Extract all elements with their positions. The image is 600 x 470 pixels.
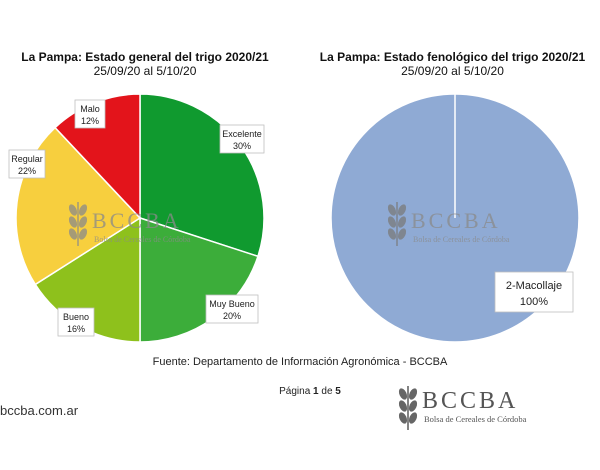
data-label-excelente: Excelente 30%	[219, 124, 265, 154]
data-label-category: Muy Bueno	[209, 299, 255, 309]
footer-logo-text: BCCBA	[422, 388, 518, 414]
estado-general-pie: BCCBA Bolsa de Cereales de Córdoba Excel…	[8, 93, 265, 343]
estado-fenologico-pie: BCCBA Bolsa de Cereales de Córdoba 2-Mac…	[330, 93, 580, 343]
chart-title: La Pampa: Estado fenológico del trigo 20…	[319, 50, 586, 64]
estado-fenologico-chart: La Pampa: Estado fenológico del trigo 20…	[305, 50, 600, 78]
data-label-category: Excelente	[222, 129, 262, 139]
chart-title: La Pampa: Estado general del trigo 2020/…	[21, 50, 269, 64]
source-note: Fuente: Departamento de Información Agro…	[152, 356, 448, 368]
data-label-value: 30%	[233, 141, 251, 151]
wheat-icon	[387, 202, 407, 246]
site-url: bccba.com.ar	[0, 403, 79, 418]
wheat-icon	[68, 202, 88, 246]
page-current: 1	[313, 386, 319, 397]
page-prefix: Página	[279, 386, 314, 397]
watermark-logo-subtext: Bolsa de Cereales de Córdoba	[413, 235, 510, 244]
data-label-category: Bueno	[63, 312, 89, 322]
data-label-2-macollaje: 2-Macollaje 100%	[494, 271, 574, 313]
footer-logo-subtext: Bolsa de Cereales de Córdoba	[424, 414, 527, 424]
chart-watermark: BCCBA Bolsa de Cereales de Córdoba	[387, 202, 510, 246]
footer-logo: BCCBA Bolsa de Cereales de Córdoba	[398, 386, 527, 430]
data-label-regular: Regular 22%	[8, 149, 46, 179]
data-label-category: 2-Macollaje	[506, 280, 562, 292]
watermark-logo-text: BCCBA	[411, 208, 501, 233]
wheat-icon	[398, 386, 418, 430]
watermark-logo-text: BCCBA	[92, 208, 182, 233]
watermark-logo-subtext: Bolsa de Cereales de Córdoba	[94, 235, 191, 244]
data-label-value: 22%	[18, 166, 36, 176]
data-label-value: 12%	[81, 116, 99, 126]
page-sep: de	[318, 386, 336, 397]
estado-general-chart: La Pampa: Estado general del trigo 2020/…	[0, 50, 290, 78]
chart-subtitle: 25/09/20 al 5/10/20	[93, 64, 197, 78]
data-label-malo: Malo 12%	[74, 99, 106, 129]
data-label-bueno: Bueno 16%	[57, 307, 95, 337]
data-label-value: 20%	[223, 311, 241, 321]
page-total: 5	[335, 386, 341, 397]
data-label-muy-bueno: Muy Bueno 20%	[205, 294, 259, 324]
data-label-category: Regular	[11, 154, 43, 164]
data-label-category: Malo	[80, 104, 100, 114]
page-indicator: Página 1 de 5	[250, 386, 370, 397]
data-label-value: 16%	[67, 324, 85, 334]
data-label-value: 100%	[520, 296, 548, 308]
chart-subtitle: 25/09/20 al 5/10/20	[401, 64, 504, 78]
chart-watermark: BCCBA Bolsa de Cereales de Córdoba	[68, 202, 191, 246]
